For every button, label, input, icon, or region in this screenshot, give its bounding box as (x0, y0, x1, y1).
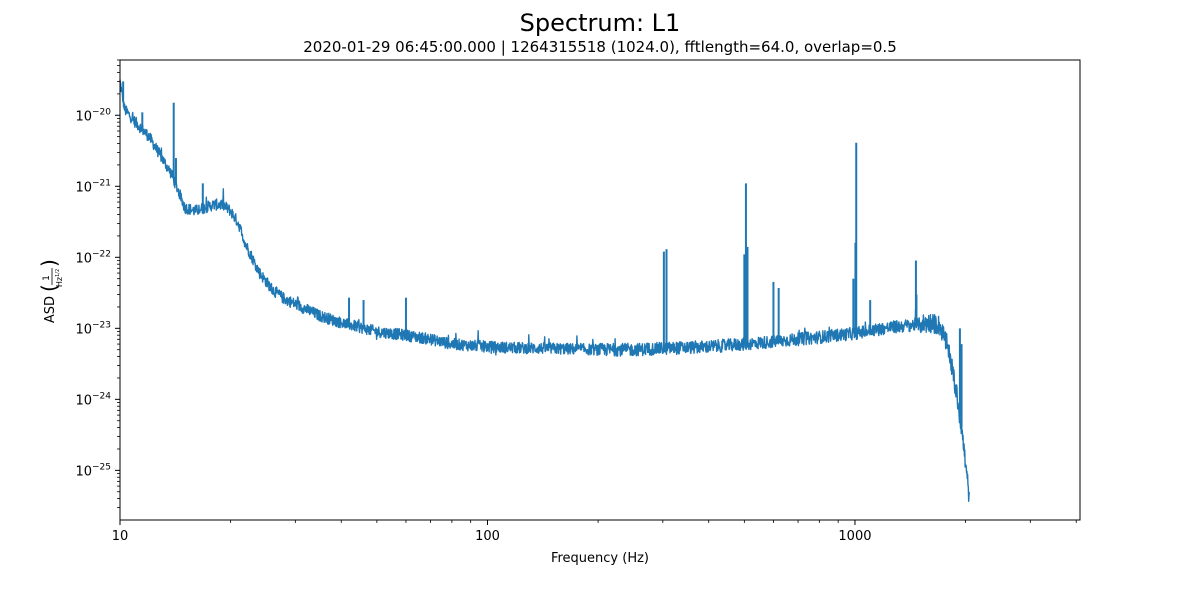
series-line (119, 79, 971, 502)
y-axis-label: ASD ( 1 Hz1/2 ) (37, 259, 64, 323)
axis-ticks: 10 100 1000 10−20 10−21 10−22 10−23 10−24 10−25 (75, 59, 1077, 544)
x-tick-label: 10 (112, 529, 129, 544)
y-tick-label: 10−24 (75, 391, 111, 408)
chart-title: Spectrum: L1 (520, 9, 681, 37)
chart-subtitle: 2020-01-29 06:45:00.000 | 1264315518 (10… (303, 38, 897, 56)
x-tick-label: 100 (475, 529, 500, 544)
y-tick-label: 10−20 (75, 107, 111, 124)
axes-frame (119, 59, 1081, 521)
y-tick-label: 10−21 (75, 178, 111, 195)
y-tick-label: 10−23 (75, 320, 111, 337)
y-axis-unit-paren-open: ( (37, 284, 61, 292)
y-axis-label-text: ASD (43, 296, 58, 323)
y-tick-label: 10−22 (75, 249, 111, 266)
y-tick-label: 10−25 (75, 462, 111, 479)
y-axis-unit-numerator: 1 (42, 275, 52, 281)
y-axis-unit-paren-close: ) (37, 259, 61, 267)
x-axis-label: Frequency (Hz) (551, 551, 649, 566)
x-tick-label: 1000 (838, 529, 871, 544)
plot-area (119, 79, 971, 502)
y-axis-unit-denominator: Hz1/2 (55, 269, 64, 287)
